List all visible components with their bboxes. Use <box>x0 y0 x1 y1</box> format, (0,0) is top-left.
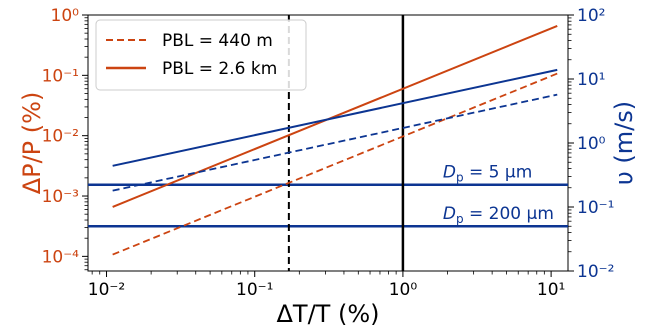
y-right-tick-label: 10¹ <box>577 70 605 90</box>
series-pbl-440m-velocity <box>112 93 558 192</box>
series-pbl-2-6km-pressure <box>112 24 558 208</box>
y-left-tick-label: 10⁰ <box>51 6 80 26</box>
annotation-dp-5um-sub: p <box>456 170 464 184</box>
x-axis-title: ΔT/T (%) <box>277 300 380 328</box>
y-right-tick-label: 10⁰ <box>577 134 606 154</box>
series-pbl-440m-pressure <box>112 72 558 256</box>
legend-label-pbl-2-6km: PBL = 2.6 km <box>162 59 277 79</box>
ticks-layer: 10⁻² 10⁻¹ 10⁰ 10¹ 10⁻⁴ 10⁻³ 10⁻² 10⁻¹ 10⁰ 10⁻² 10⁻… <box>42 6 615 300</box>
x-tick-label: 10⁻² <box>88 280 125 300</box>
annotation-dp-5um-rest: = 5 μm <box>464 162 533 182</box>
y-right-tick-label: 10² <box>577 6 605 26</box>
y-left-tick-label: 10⁻¹ <box>42 66 79 86</box>
y-axis-left-title: ΔP/P (%) <box>18 92 46 195</box>
annotation-dp-200um-rest: = 200 μm <box>464 204 554 224</box>
y-left-tick-label: 10⁻⁴ <box>42 247 80 267</box>
x-tick-label: 10⁰ <box>389 280 418 300</box>
lines-layer <box>88 15 568 271</box>
x-tick-label: 10¹ <box>537 280 565 300</box>
y-axis-right-title: υ (m/s) <box>610 101 638 185</box>
annotation-dp-200um-sub: p <box>456 212 464 226</box>
annotation-dp-5um-main: D <box>443 162 456 182</box>
annotation-dp-5um: Dp = 5 μm <box>443 162 532 184</box>
legend-label-pbl-440m: PBL = 440 m <box>162 31 273 51</box>
legend-box <box>95 19 307 91</box>
x-tick-label: 10⁻¹ <box>236 280 273 300</box>
series-pbl-2-6km-velocity <box>112 68 558 167</box>
annotation-dp-200um-main: D <box>443 204 456 224</box>
annotation-dp-200um: Dp = 200 μm <box>443 204 554 226</box>
y-right-tick-label: 10⁻¹ <box>577 198 614 218</box>
legend: PBL = 440 m PBL = 2.6 km <box>95 19 307 91</box>
annotations: Dp = 5 μm Dp = 200 μm <box>443 162 554 226</box>
y-left-tick-label: 10⁻³ <box>42 187 79 207</box>
y-right-tick-label: 10⁻² <box>577 262 614 282</box>
y-left-tick-label: 10⁻² <box>42 127 79 147</box>
